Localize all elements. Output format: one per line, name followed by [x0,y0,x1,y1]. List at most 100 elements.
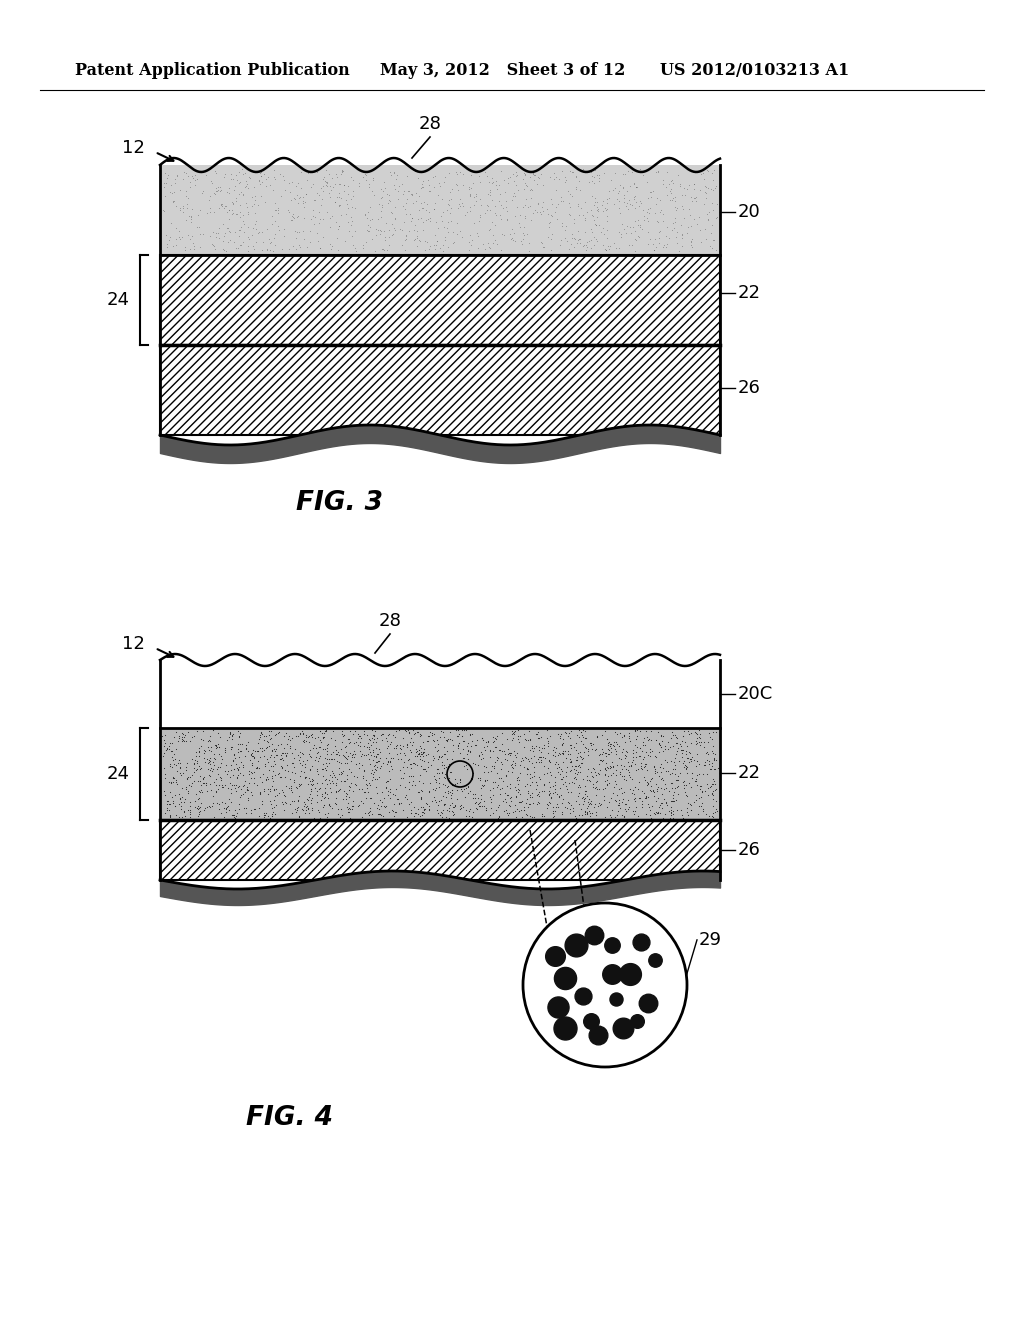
Point [313,722,330,743]
Point [276,738,293,759]
Point [551,169,567,190]
Point [671,240,687,261]
Point [562,734,579,755]
Point [610,220,627,242]
Point [691,206,708,227]
Point [425,750,441,771]
Point [200,758,216,779]
Point [402,791,419,812]
Point [391,719,408,741]
Point [312,177,329,198]
Point [165,191,181,213]
Point [193,780,209,801]
Point [159,797,175,818]
Point [708,178,724,199]
Point [575,205,592,226]
Point [185,235,202,256]
Point [600,734,616,755]
Point [521,730,538,751]
Point [351,725,368,746]
Point [568,232,585,253]
Point [159,791,175,812]
Point [287,770,303,791]
Point [397,776,414,797]
Point [276,792,293,813]
Point [482,181,499,202]
Point [577,804,593,825]
Point [244,752,260,774]
Point [323,743,339,764]
Point [240,780,256,801]
Point [481,741,498,762]
Point [358,219,375,240]
Point [305,174,322,195]
Point [583,791,599,812]
Point [173,729,189,750]
Point [532,203,549,224]
Point [550,797,566,818]
Point [279,742,295,763]
Point [567,166,584,187]
Point [376,172,392,193]
Point [488,174,505,195]
Point [281,173,297,194]
Point [483,173,500,194]
Point [230,220,247,242]
Point [502,223,518,244]
Point [377,230,393,251]
Point [504,762,520,783]
Point [413,207,429,228]
Point [310,750,327,771]
Point [300,799,316,820]
Point [248,218,264,239]
Point [481,804,498,825]
Point [173,799,189,820]
Point [312,194,329,215]
Text: 26: 26 [738,379,761,397]
Point [207,734,223,755]
Text: 12: 12 [122,139,145,157]
Point [552,727,568,748]
Point [201,730,217,751]
Point [598,774,614,795]
Point [426,238,442,259]
Point [706,737,722,758]
Point [674,746,690,767]
Point [296,228,312,249]
Point [527,772,544,793]
Point [371,194,387,215]
Point [340,797,356,818]
Point [210,223,226,244]
Point [687,768,703,789]
Point [425,746,441,767]
Point [563,721,580,742]
Point [264,804,281,825]
Point [431,791,447,812]
Point [418,792,434,813]
Point [563,751,580,772]
Point [191,766,208,787]
Point [171,725,187,746]
Point [530,722,547,743]
Point [635,731,651,752]
Point [628,230,644,251]
Point [229,758,246,779]
Point [480,172,497,193]
Point [440,775,457,796]
Point [700,754,717,775]
Point [237,797,253,818]
Point [270,721,287,742]
Point [283,209,299,230]
Point [389,165,406,186]
Point [674,185,690,206]
Point [683,186,699,207]
Point [649,779,666,800]
Point [314,754,331,775]
Point [646,755,663,776]
Point [201,764,217,785]
Point [229,767,246,788]
Point [530,737,547,758]
Point [520,796,537,817]
Point [464,807,480,828]
Point [435,216,452,238]
